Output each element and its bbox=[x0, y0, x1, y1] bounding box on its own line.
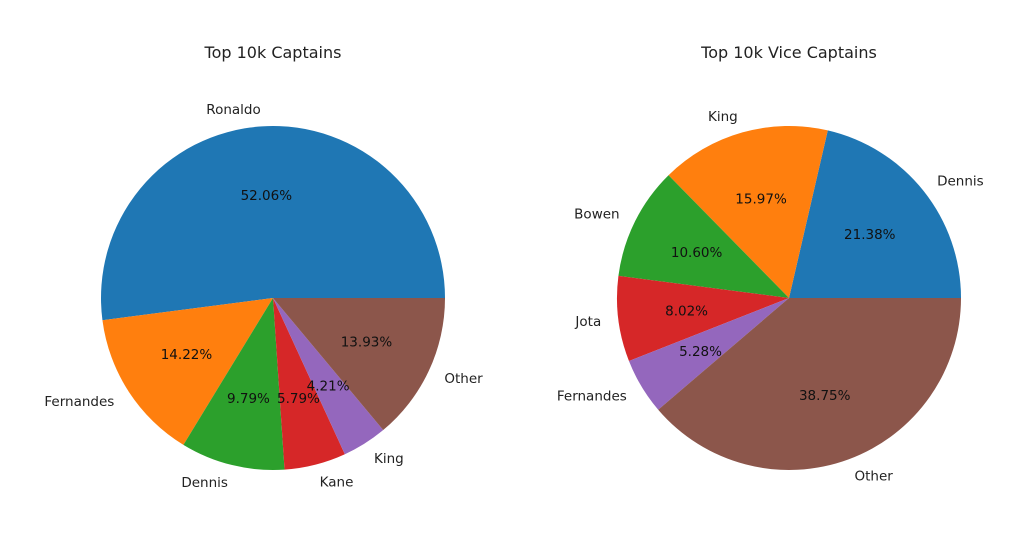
captains-category-label-other: Other bbox=[444, 371, 483, 387]
vice-captains-slice-fernandes bbox=[628, 298, 789, 410]
captains-pct-label-fernandes: 14.22% bbox=[161, 347, 213, 363]
captains-slice-other bbox=[273, 298, 445, 431]
captains-chart-title: Top 10k Captains bbox=[204, 43, 342, 62]
captains-pct-label-kane: 5.79% bbox=[277, 391, 320, 407]
captains-pct-label-other: 13.93% bbox=[341, 335, 393, 351]
vice-captains-category-label-jota: Jota bbox=[574, 314, 601, 330]
vice-captains-slice-king bbox=[668, 125, 828, 298]
vice-captains-category-label-fernandes: Fernandes bbox=[557, 388, 627, 404]
captains-category-label-king: King bbox=[374, 451, 404, 467]
vice-captains-category-label-king: King bbox=[708, 109, 738, 125]
captains-pct-label-dennis: 9.79% bbox=[227, 391, 270, 407]
captains-category-label-fernandes: Fernandes bbox=[44, 394, 114, 410]
vice-captains-category-label-other: Other bbox=[854, 469, 893, 485]
captains-slice-kane bbox=[273, 298, 345, 470]
vice-captains-pct-label-king: 15.97% bbox=[735, 192, 787, 208]
captains-pie-chart: Top 10k Captains 52.06% Ronaldo 14.22% Fern… bbox=[44, 43, 483, 491]
vice-captains-pie-chart: Top 10k Vice Captains 21.38% Dennis 15.97%… bbox=[557, 43, 984, 485]
vice-captains-chart-title: Top 10k Vice Captains bbox=[700, 43, 877, 62]
captains-slice-ronaldo bbox=[100, 125, 445, 321]
vice-captains-slice-jota bbox=[617, 275, 789, 362]
vice-captains-pct-label-jota: 8.02% bbox=[665, 304, 708, 320]
captains-category-label-ronaldo: Ronaldo bbox=[206, 102, 260, 118]
captains-slice-king bbox=[273, 298, 384, 455]
vice-captains-slice-other bbox=[658, 298, 961, 470]
vice-captains-pct-label-bowen: 10.60% bbox=[671, 245, 723, 261]
captains-category-label-kane: Kane bbox=[320, 474, 354, 490]
vice-captains-pct-label-dennis: 21.38% bbox=[844, 227, 896, 243]
vice-captains-category-label-dennis: Dennis bbox=[937, 173, 984, 189]
captains-pct-label-king: 4.21% bbox=[307, 378, 350, 394]
vice-captains-category-label-bowen: Bowen bbox=[574, 207, 619, 223]
captains-pct-label-ronaldo: 52.06% bbox=[241, 188, 293, 204]
vice-captains-slice-bowen bbox=[618, 175, 789, 298]
vice-captains-pct-label-fernandes: 5.28% bbox=[679, 344, 722, 360]
captains-slice-dennis bbox=[183, 298, 285, 471]
captains-slice-fernandes bbox=[102, 298, 273, 445]
vice-captains-slice-dennis bbox=[789, 130, 961, 298]
captains-category-label-dennis: Dennis bbox=[181, 475, 228, 491]
vice-captains-pct-label-other: 38.75% bbox=[799, 388, 851, 404]
